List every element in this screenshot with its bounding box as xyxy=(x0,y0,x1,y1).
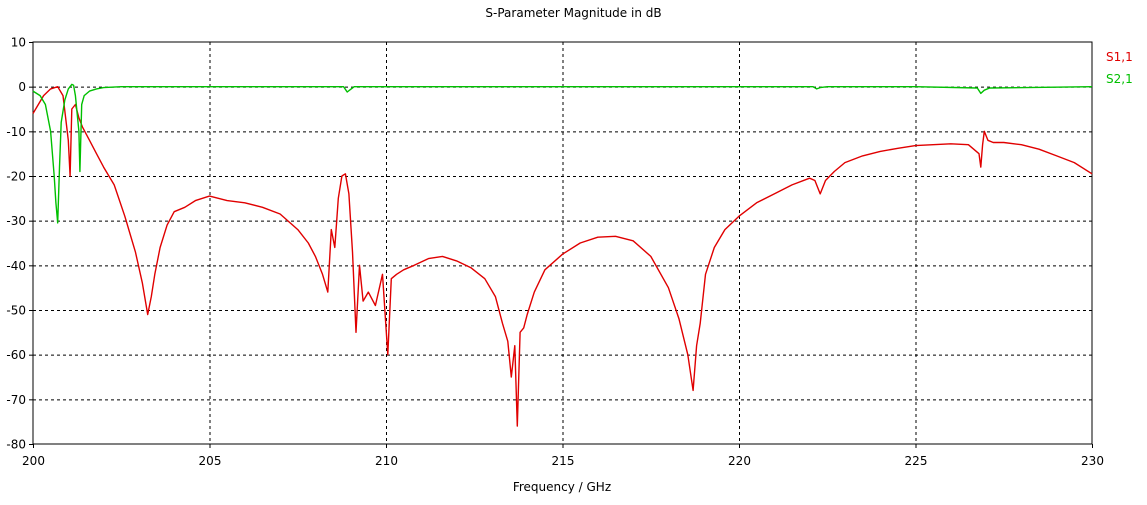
y-tick-label: -60 xyxy=(6,348,26,362)
y-tick-label: 10 xyxy=(11,36,26,50)
x-tick-label: 230 xyxy=(1081,454,1104,468)
y-tick-label: -10 xyxy=(6,125,26,139)
x-tick-label: 200 xyxy=(22,454,45,468)
y-tick-label: -20 xyxy=(6,170,26,184)
x-tick-label: 220 xyxy=(728,454,751,468)
x-tick-label: 225 xyxy=(905,454,928,468)
x-tick-label: 210 xyxy=(375,454,398,468)
y-tick-label: -80 xyxy=(6,438,26,452)
chart-title: S-Parameter Magnitude in dB xyxy=(485,6,662,20)
x-axis-label: Frequency / GHz xyxy=(512,480,612,494)
y-tick-label: -70 xyxy=(6,393,26,407)
legend-entry-s21: S2,1 xyxy=(1106,72,1133,86)
x-tick-label: 205 xyxy=(199,454,222,468)
legend-entry-s11: S1,1 xyxy=(1106,50,1133,64)
y-tick-label: -30 xyxy=(6,214,26,228)
series-line-s11 xyxy=(32,86,1093,427)
x-tick-label: 215 xyxy=(552,454,575,468)
y-tick-label: 0 xyxy=(18,80,26,94)
series-line-s21 xyxy=(32,83,1093,224)
y-tick-label: -40 xyxy=(6,259,26,273)
y-tick-label: -50 xyxy=(6,304,26,318)
